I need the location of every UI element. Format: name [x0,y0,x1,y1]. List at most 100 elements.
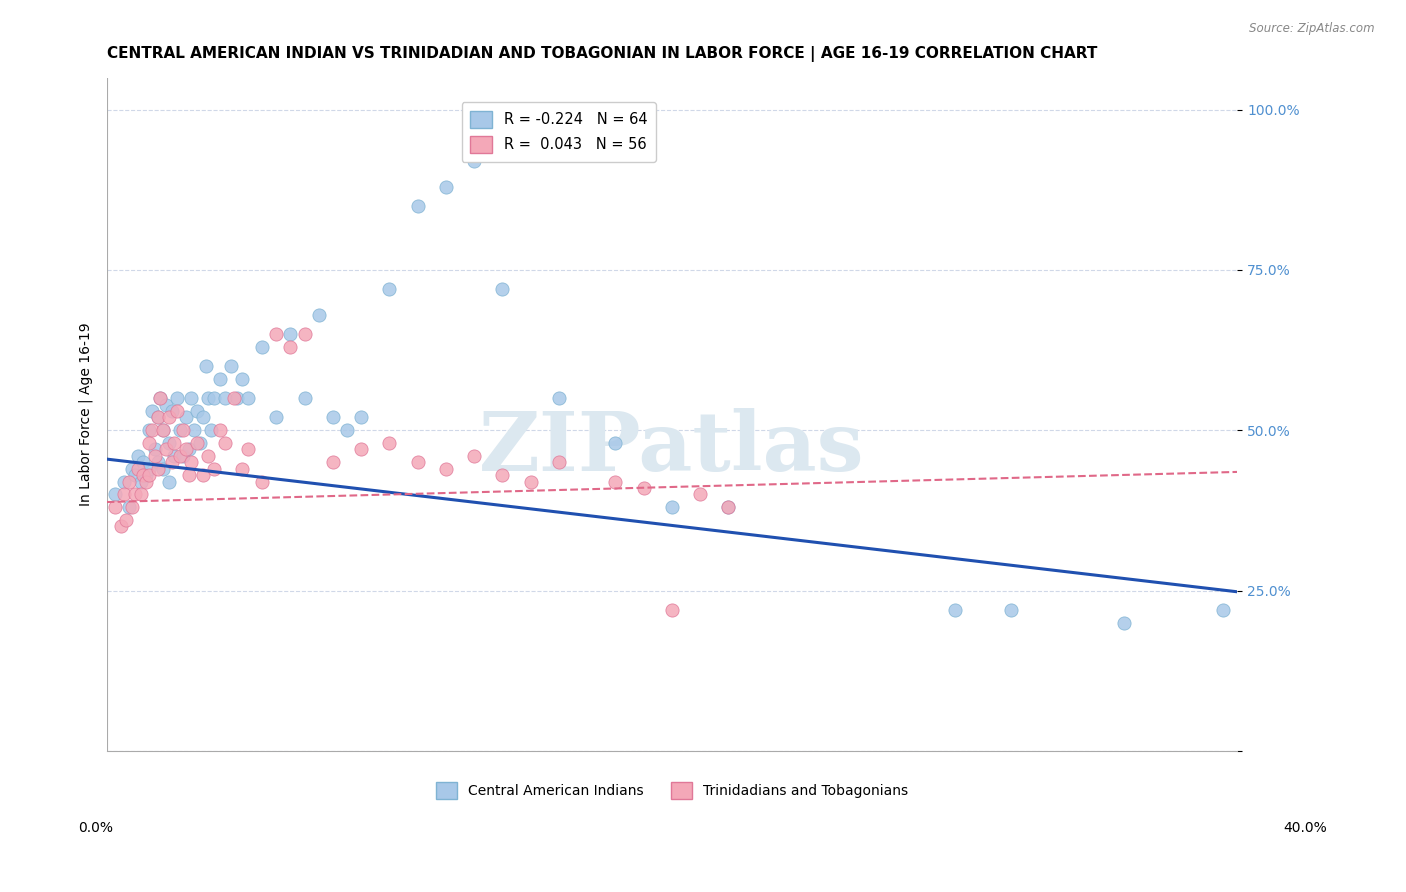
Text: CENTRAL AMERICAN INDIAN VS TRINIDADIAN AND TOBAGONIAN IN LABOR FORCE | AGE 16-19: CENTRAL AMERICAN INDIAN VS TRINIDADIAN A… [107,46,1097,62]
Point [250,475,273,489]
Point [169,423,191,437]
Point [121,500,143,515]
Point [378,436,401,450]
Point [661,603,683,617]
Point [166,404,188,418]
Point [157,410,180,425]
Text: ZIPatlas: ZIPatlas [479,408,865,488]
Point [177,442,200,457]
Point [112,475,135,489]
Point [124,487,146,501]
Point [406,199,429,213]
Point [166,391,188,405]
Point [141,423,163,437]
Point [160,404,183,418]
Point [121,461,143,475]
Point [264,327,287,342]
Point [294,327,316,342]
Point [548,391,571,405]
Point [172,449,194,463]
Point [115,513,138,527]
Point [225,391,247,405]
Point [146,461,169,475]
Point [406,455,429,469]
Point [177,468,200,483]
Point [322,455,344,469]
Point [633,481,655,495]
Point [104,487,127,501]
Point [214,436,236,450]
Point [294,391,316,405]
Point [163,449,186,463]
Point [717,500,740,515]
Point [138,468,160,483]
Point [264,410,287,425]
Point [231,372,253,386]
Point [202,461,225,475]
Point [155,398,177,412]
Point [174,442,197,457]
Point [118,500,141,515]
Point [491,282,513,296]
Point [186,404,208,418]
Point [132,468,155,483]
Point [155,442,177,457]
Point [434,461,457,475]
Legend: Central American Indians, Trinidadians and Tobagonians: Central American Indians, Trinidadians a… [430,776,914,805]
Text: 40.0%: 40.0% [1282,821,1327,835]
Point [135,468,157,483]
Point [183,423,205,437]
Point [152,423,174,437]
Point [208,423,231,437]
Point [605,475,627,489]
Point [135,475,157,489]
Point [138,436,160,450]
Point [112,487,135,501]
Point [350,410,373,425]
Point [236,442,259,457]
Point [1000,603,1022,617]
Point [138,423,160,437]
Point [605,436,627,450]
Point [157,436,180,450]
Point [214,391,236,405]
Point [519,475,541,489]
Point [222,391,245,405]
Point [717,500,740,515]
Point [689,487,711,501]
Point [174,410,197,425]
Point [149,391,172,405]
Point [146,455,169,469]
Point [146,410,169,425]
Point [280,340,302,354]
Point [146,410,169,425]
Point [280,327,302,342]
Point [194,359,217,373]
Point [200,423,222,437]
Point [118,475,141,489]
Point [129,475,152,489]
Point [1114,615,1136,630]
Point [463,449,485,463]
Point [141,404,163,418]
Point [110,519,132,533]
Point [661,500,683,515]
Point [308,308,330,322]
Point [132,455,155,469]
Point [191,468,214,483]
Point [143,442,166,457]
Point [160,455,183,469]
Point [322,410,344,425]
Text: 0.0%: 0.0% [79,821,112,835]
Point [163,436,186,450]
Point [129,487,152,501]
Point [186,436,208,450]
Point [152,423,174,437]
Point [219,359,242,373]
Point [548,455,571,469]
Point [188,436,211,450]
Point [180,391,202,405]
Point [180,455,202,469]
Point [250,340,273,354]
Point [138,461,160,475]
